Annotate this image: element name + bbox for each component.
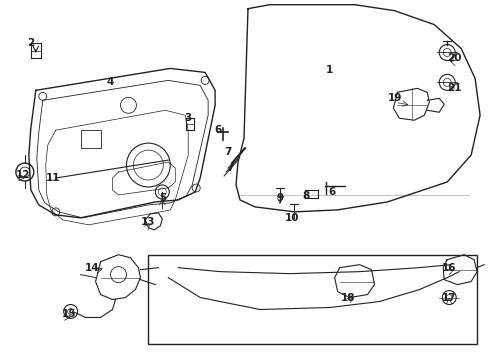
Text: 20: 20 xyxy=(446,54,461,63)
Text: 3: 3 xyxy=(184,113,191,123)
Text: 6: 6 xyxy=(327,187,335,197)
Text: 8: 8 xyxy=(302,191,309,201)
Text: 13: 13 xyxy=(141,217,155,227)
Bar xyxy=(81,130,101,148)
Text: 21: 21 xyxy=(446,84,461,93)
Text: 18: 18 xyxy=(340,293,354,302)
Text: 17: 17 xyxy=(441,293,456,302)
Text: 11: 11 xyxy=(45,173,60,183)
Text: 7: 7 xyxy=(224,147,231,157)
Text: 14: 14 xyxy=(85,263,100,273)
Text: 19: 19 xyxy=(387,93,402,103)
Text: 2: 2 xyxy=(27,37,34,48)
Bar xyxy=(148,255,476,345)
Text: 12: 12 xyxy=(16,170,30,180)
Text: 1: 1 xyxy=(325,66,333,76)
Text: 10: 10 xyxy=(284,213,299,223)
Text: 9: 9 xyxy=(276,193,283,203)
Text: 4: 4 xyxy=(106,77,114,87)
Text: 15: 15 xyxy=(61,310,76,319)
Text: 5: 5 xyxy=(159,193,165,203)
Text: 16: 16 xyxy=(441,263,455,273)
Text: 6: 6 xyxy=(214,125,221,135)
